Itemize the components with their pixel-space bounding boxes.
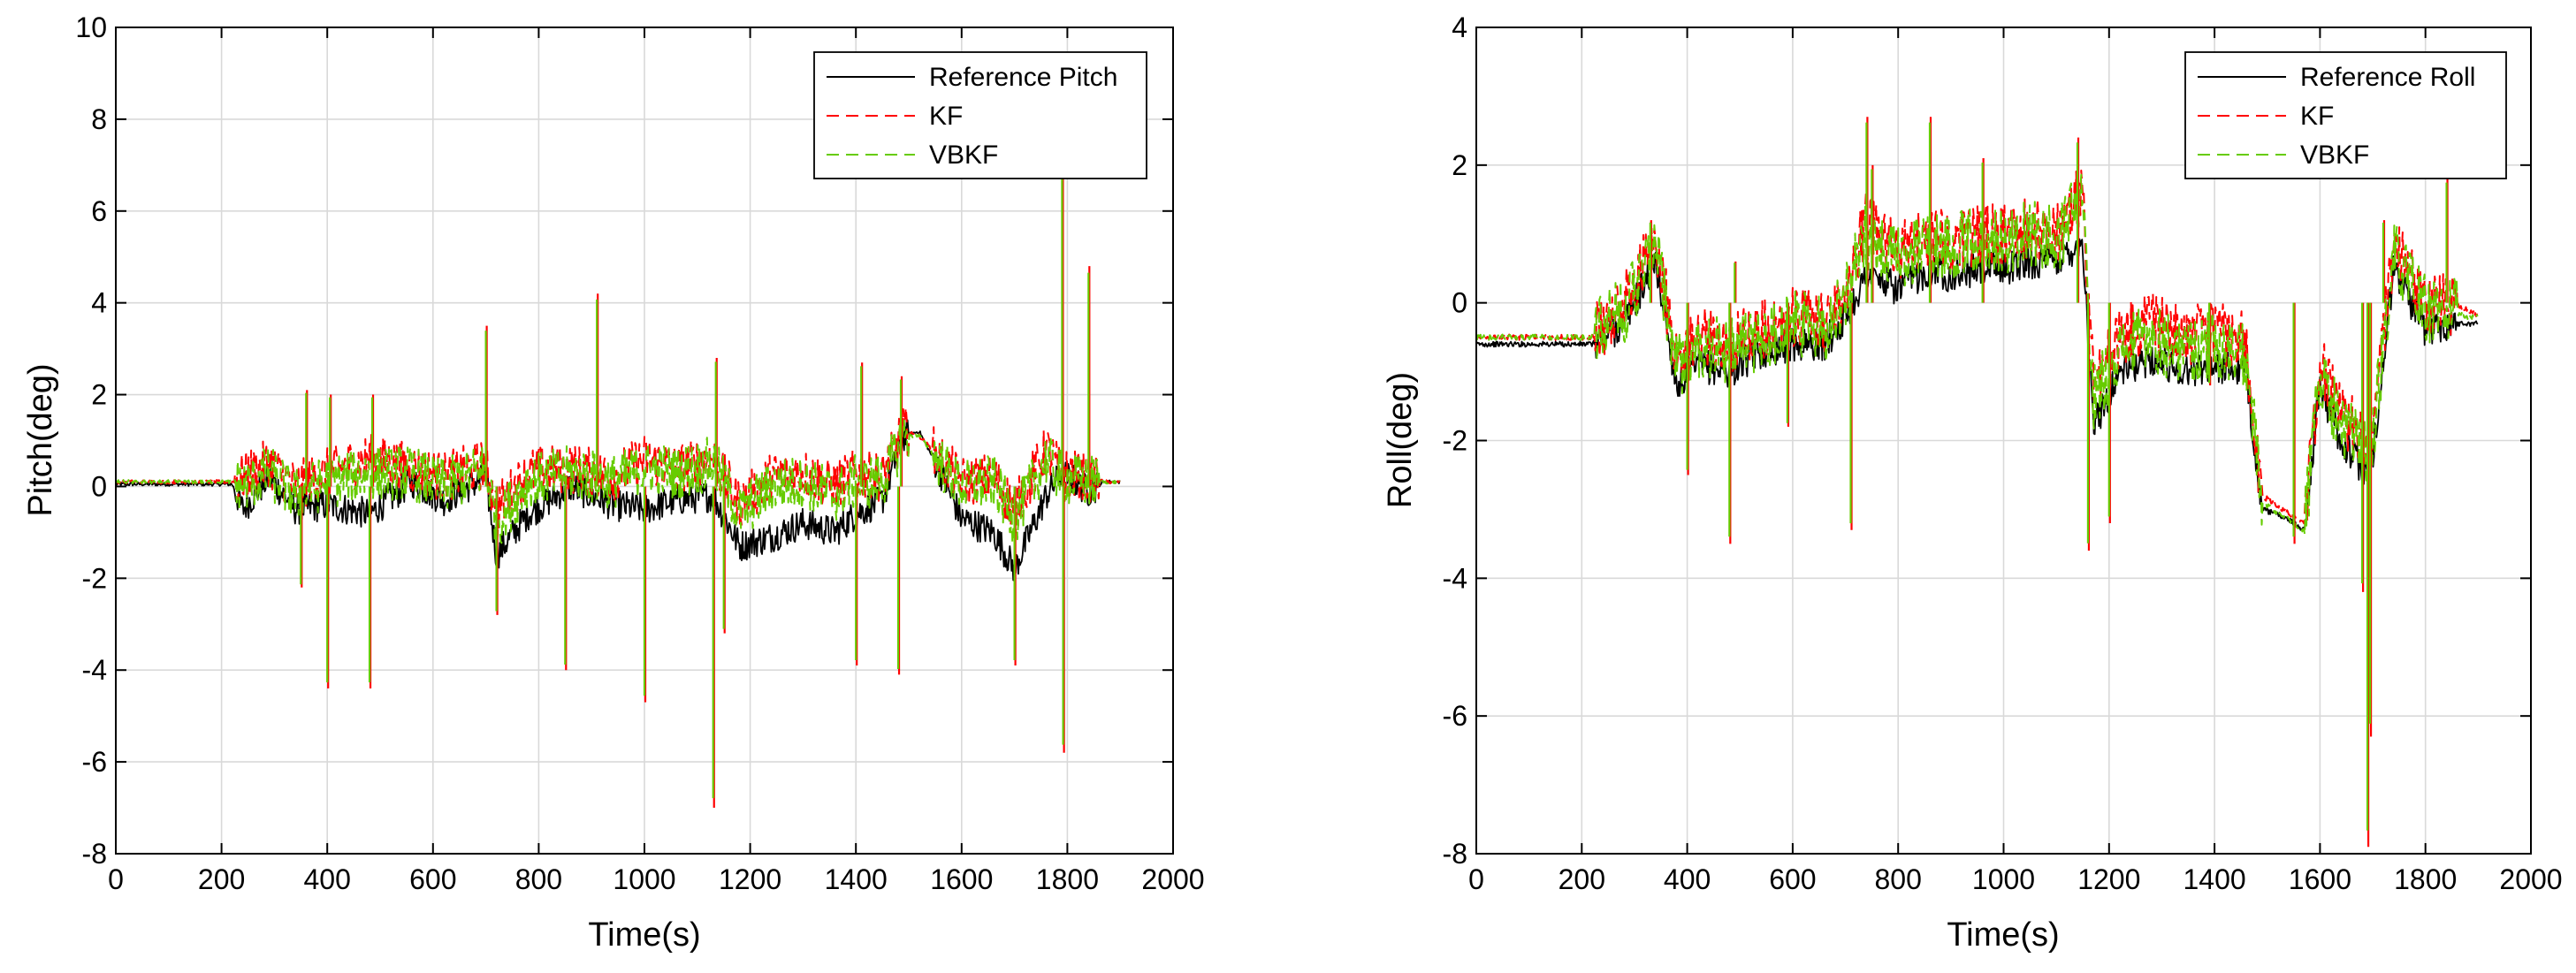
roll-x-tick-label-1: 200 (1559, 863, 1605, 895)
roll-x-tick-label-7: 1400 (2184, 863, 2246, 895)
pitch-y-tick-label-3: -2 (82, 562, 107, 594)
pitch-x-tick-label-9: 1800 (1036, 863, 1099, 895)
roll-x-axis-label: Time(s) (1947, 916, 2059, 954)
pitch-series-vbkf (115, 419, 1121, 544)
roll-x-tick-label-10: 2000 (2499, 863, 2562, 895)
roll-chart: 0 200 400 600 800 1000 1200 1400 1600 1800 2000 -8 -… (1382, 11, 2563, 954)
pitch-y-tick-label-8: 8 (91, 103, 107, 135)
pitch-chart: 0 200 400 600 800 1000 1200 1400 1600 1800 2000 -8 -… (22, 11, 1205, 954)
pitch-x-axis-label: Time(s) (588, 916, 700, 954)
roll-x-tick-label-2: 400 (1664, 863, 1711, 895)
pitch-y-tick-label-5: 2 (91, 379, 107, 411)
pitch-y-tick-label-6: 4 (91, 287, 107, 319)
pitch-y-tick-label-4: 0 (91, 470, 107, 502)
roll-series-vbkf (1475, 173, 2479, 536)
roll-x-tick-label-5: 1000 (1972, 863, 2035, 895)
roll-legend-label-kf: KF (2300, 102, 2334, 131)
pitch-x-tick-label-2: 400 (304, 863, 351, 895)
roll-series-reference (1475, 238, 2479, 532)
roll-y-tick-label-4: 0 (1452, 287, 1467, 319)
roll-x-tick-label-6: 1200 (2077, 863, 2140, 895)
roll-series-kf (1475, 169, 2478, 525)
roll-y-tick-label-1: -6 (1443, 700, 1467, 732)
roll-legend: Reference Roll KF VBKF (2184, 51, 2507, 179)
roll-legend-label-vbkf: VBKF (2300, 141, 2369, 170)
roll-legend-label-reference: Reference Roll (2300, 63, 2475, 92)
pitch-y-tick-label-1: -6 (82, 746, 107, 778)
roll-y-tick-label-5: 2 (1452, 149, 1467, 181)
pitch-x-tick-label-0: 0 (108, 863, 124, 895)
pitch-legend-label-reference: Reference Pitch (929, 63, 1117, 92)
pitch-legend-label-kf: KF (929, 102, 963, 131)
pitch-x-tick-label-8: 1600 (930, 863, 993, 895)
roll-x-tick-label-4: 800 (1875, 863, 1922, 895)
pitch-x-tick-label-10: 2000 (1141, 863, 1204, 895)
roll-y-tick-label-0: -8 (1443, 838, 1467, 870)
roll-x-tick-label-8: 1600 (2289, 863, 2351, 895)
roll-x-tick-label-9: 1800 (2394, 863, 2457, 895)
roll-y-tick-label-3: -2 (1443, 425, 1467, 457)
pitch-legend: Reference Pitch KF VBKF (813, 51, 1147, 179)
pitch-y-tick-label-2: -4 (82, 654, 107, 686)
pitch-data-layer (115, 170, 1121, 809)
pitch-y-tick-label-0: -8 (82, 838, 107, 870)
pitch-x-tick-label-4: 800 (515, 863, 562, 895)
pitch-x-tick-label-7: 1400 (825, 863, 888, 895)
pitch-x-tick-label-3: 600 (409, 863, 456, 895)
pitch-x-tick-label-5: 1000 (613, 863, 675, 895)
pitch-ticks: 0 200 400 600 800 1000 1200 1400 1600 1800 2000 -8 -… (75, 11, 1204, 895)
pitch-x-tick-label-6: 1200 (719, 863, 781, 895)
roll-y-tick-label-6: 4 (1452, 11, 1467, 43)
roll-x-tick-label-0: 0 (1468, 863, 1484, 895)
roll-x-tick-label-3: 600 (1769, 863, 1816, 895)
pitch-y-tick-label-9: 10 (75, 11, 107, 43)
pitch-y-axis-label: Pitch(deg) (22, 363, 59, 516)
pitch-legend-label-vbkf: VBKF (929, 141, 998, 170)
pitch-y-tick-label-7: 6 (91, 195, 107, 227)
pitch-x-tick-label-1: 200 (198, 863, 245, 895)
roll-data-layer (1475, 117, 2479, 848)
roll-y-tick-label-2: -4 (1443, 562, 1467, 594)
roll-ticks: 0 200 400 600 800 1000 1200 1400 1600 1800 2000 -8 -… (1443, 11, 2563, 895)
roll-y-axis-label: Roll(deg) (1382, 372, 1419, 508)
